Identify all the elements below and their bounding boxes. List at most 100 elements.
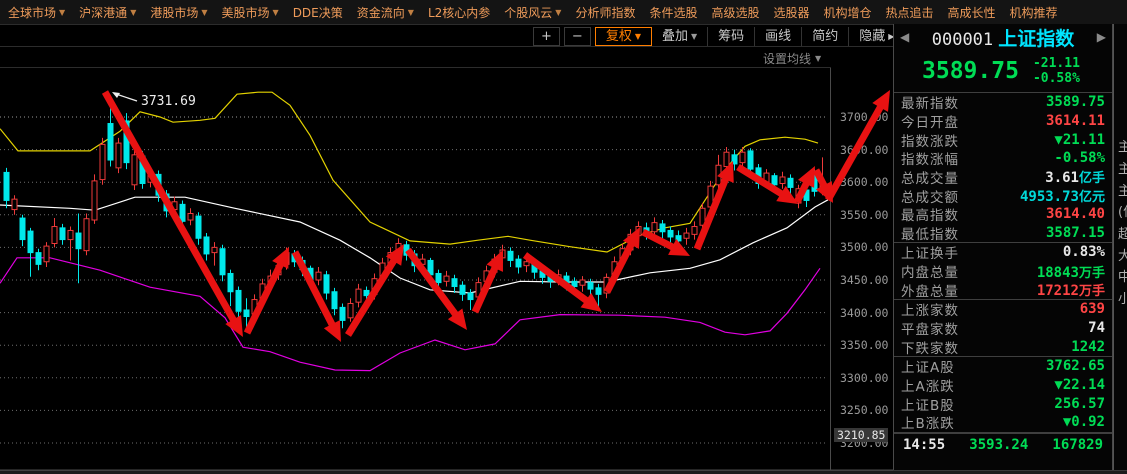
menu-item-label: 机构推荐 [1009, 5, 1058, 20]
quote-row-总成交量: 总成交量 3.61亿手 [894, 168, 1112, 187]
chevron-down-icon: ▼ [634, 32, 641, 41]
last-price: 3589.75 [922, 58, 1019, 84]
menu-item-label: 高成长性 [947, 5, 996, 20]
menu-item-个股风云[interactable]: 个股风云 ▼ [504, 4, 561, 21]
menu-item-资金流向[interactable]: 资金流向 ▼ [357, 4, 414, 21]
menu-item-条件选股[interactable]: 条件选股 [649, 4, 697, 21]
avg-price: 3593.24 [969, 436, 1029, 453]
axis-label: 3600.00 [840, 175, 889, 190]
clipped-text: 大 [1118, 245, 1127, 264]
chevron-down-icon: ▼ [407, 7, 414, 17]
menu-item-DDE决策[interactable]: DDE决策 [293, 4, 343, 21]
price-change-pct: -0.58% [1032, 71, 1080, 86]
menu-item-选股器[interactable]: 选股器 [773, 4, 809, 21]
quote-row-label: 最新指数 [901, 96, 959, 113]
menu-item-港股市场[interactable]: 港股市场 ▼ [150, 4, 207, 21]
next-stock-arrow[interactable]: ▶ [1096, 30, 1106, 44]
toolbar-button-−[interactable]: − [563, 27, 591, 46]
stock-name: 上证指数 [998, 27, 1075, 50]
price-marker: 3210.85 [834, 427, 889, 442]
quote-row-label: 上涨家数 [901, 303, 959, 320]
toolbar-button-叠加[interactable]: 叠加 ▼ [652, 27, 709, 46]
quote-panel-header: ◀ 000001 上证指数 ▶ [894, 24, 1112, 50]
menu-item-高成长性[interactable]: 高成长性 [948, 4, 996, 21]
menu-item-label: 热点追击 [885, 5, 934, 20]
quote-row-value: 3614.40 [1045, 206, 1105, 223]
quote-row-value: 3762.65 [1045, 358, 1105, 375]
quote-footer: 14:55 3593.24 167829 [894, 432, 1112, 456]
quote-row-value: 639 [1079, 301, 1105, 318]
stock-code: 000001 [931, 29, 994, 50]
toolbar-button-复权[interactable]: 复权 ▼ [594, 27, 652, 46]
quote-row-上证A股: 上证A股 3762.65 [894, 357, 1112, 376]
menu-item-机构增仓[interactable]: 机构增仓 [824, 4, 872, 21]
quote-row-上涨家数: 上涨家数 639 [894, 300, 1112, 319]
menu-item-全球市场[interactable]: 全球市场 ▼ [8, 4, 65, 21]
quote-row-label: 上B涨跌 [901, 416, 955, 433]
toolbar-button-label: 简约 [812, 29, 839, 44]
menu-item-label: 全球市场 [8, 5, 57, 20]
clipped-text: 主 [1118, 180, 1127, 199]
quote-row-value: ▼0.92 [1062, 414, 1105, 431]
menu-item-热点追击[interactable]: 热点追击 [886, 4, 934, 21]
quote-row-label: 上证B股 [901, 397, 955, 414]
quote-row-value: 74 [1088, 320, 1105, 336]
quote-row-value: 3589.75 [1045, 94, 1105, 111]
toolbar-button-简约[interactable]: 简约 [802, 27, 850, 46]
chevron-down-icon: ▼ [555, 7, 562, 17]
menu-item-label: 高级选股 [711, 5, 760, 20]
menu-item-label: 沪深港通 [79, 5, 128, 20]
quote-row-value: 17212万手 [1036, 283, 1105, 300]
quote-row-label: 上证换手 [901, 246, 959, 263]
chart-svg[interactable]: 3731.69 [0, 68, 893, 474]
menu-item-沪深港通[interactable]: 沪深港通 ▼ [79, 4, 136, 21]
quote-row-label: 今日开盘 [901, 114, 959, 131]
menu-item-label: DDE决策 [292, 5, 343, 20]
axis-label: 3500.00 [840, 240, 889, 255]
quote-row-value: 3.61亿手 [1045, 170, 1105, 187]
axis-label: 3700.00 [840, 110, 889, 124]
ma-settings-button[interactable]: 设置均线 ▼ [763, 50, 821, 67]
chevron-down-icon: ▼ [272, 7, 279, 17]
menu-item-高级选股[interactable]: 高级选股 [711, 4, 759, 21]
axis-label: 3450.00 [840, 273, 889, 287]
toolbar-button-+[interactable]: + [533, 27, 560, 46]
chevron-down-icon: ▼ [691, 32, 698, 41]
quote-row-label: 总成交量 [901, 170, 959, 187]
quote-row-value: 18843万手 [1036, 264, 1105, 281]
menu-item-label: L2核心内参 [427, 5, 491, 20]
toolbar-button-label: 复权 [605, 29, 632, 44]
quote-row-value: ▼21.11 [1054, 131, 1105, 148]
quote-row-label: 平盘家数 [901, 322, 959, 339]
quote-row-外盘总量: 外盘总量 17212万手 [894, 280, 1112, 301]
quote-row-value: -0.58% [1054, 150, 1105, 167]
quote-row-总成交额: 总成交额 4953.73亿元 [894, 186, 1112, 206]
quote-row-value: 4953.73亿元 [1019, 189, 1105, 206]
menu-item-L2核心内参[interactable]: L2核心内参 [428, 4, 490, 21]
quote-table: 最新指数 3589.75 今日开盘 3614.11 指数涨跌 ▼21.11 指数涨幅 -0.5… [894, 92, 1112, 433]
menu-item-label: 机构增仓 [823, 5, 872, 20]
menu-item-分析师指数[interactable]: 分析师指数 [575, 4, 635, 21]
menu-item-label: 选股器 [773, 5, 810, 20]
quote-row-上证B股: 上证B股 256.57 [894, 394, 1112, 414]
prev-stock-arrow[interactable]: ◀ [900, 30, 910, 44]
toolbar-button-label: − [571, 29, 583, 44]
chevron-down-icon: ▼ [815, 54, 822, 63]
chevron-down-icon: ▼ [130, 7, 137, 17]
menu-item-美股市场[interactable]: 美股市场 ▼ [222, 4, 279, 21]
total-volume: 167829 [1052, 436, 1103, 453]
quote-row-label: 最高指数 [901, 208, 959, 225]
chart-header-divider [0, 67, 831, 68]
quote-row-上证换手: 上证换手 0.83% [894, 243, 1112, 262]
quote-row-平盘家数: 平盘家数 74 [894, 319, 1112, 338]
toolbar-button-筹码[interactable]: 筹码 [708, 27, 756, 46]
axis-label: 3650.00 [840, 142, 889, 157]
quote-row-value: 256.57 [1054, 395, 1105, 412]
toolbar-button-画线[interactable]: 画线 [755, 27, 803, 46]
quote-row-最低指数: 最低指数 3587.15 [894, 223, 1112, 244]
clipped-text: (亿 [1118, 205, 1127, 220]
clipped-text: 主 [1118, 136, 1127, 155]
quote-row-label: 上证A股 [901, 360, 955, 377]
menu-item-label: 港股市场 [150, 5, 199, 20]
menu-item-机构推荐[interactable]: 机构推荐 [1010, 4, 1058, 21]
